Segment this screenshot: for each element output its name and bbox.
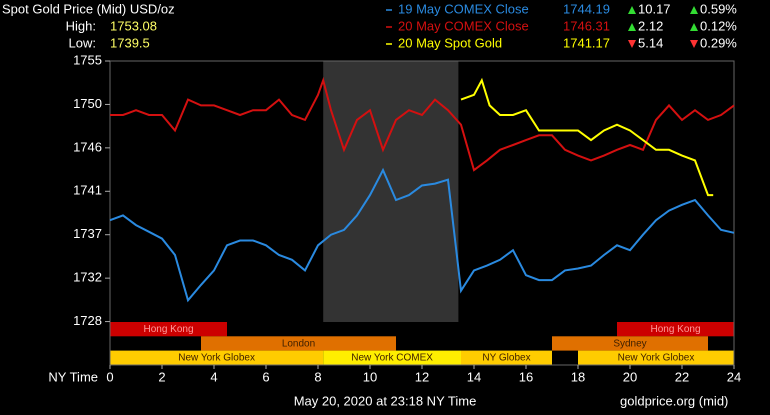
session-band [552,336,708,351]
change-arrow [628,40,636,48]
x-tick-label: 16 [519,369,533,384]
session-label: London [282,338,315,349]
session-label: New York COMEX [351,353,433,364]
legend-name: 20 May Spot Gold [398,35,502,50]
change-arrow [690,23,698,31]
session-label: Hong Kong [143,324,193,335]
legend-change: 10.17 [638,1,671,16]
x-tick-label: 24 [727,369,741,384]
session-band [323,350,461,365]
legend-change: 5.14 [638,35,663,50]
low-label: Low: [69,35,96,50]
x-tick-label: 20 [623,369,637,384]
high-value: 1753.08 [110,18,157,33]
y-tick-label: 1732 [73,270,102,285]
legend-change-pct: 0.59% [700,1,737,16]
x-tick-label: 14 [467,369,481,384]
session-label: New York Globex [618,353,695,364]
y-tick-label: 1750 [73,96,102,111]
chart-title: Spot Gold Price (Mid) USD/oz [2,1,175,16]
session-band [201,336,396,351]
session-label: NY Globex [482,353,530,364]
y-tick-label: 1741 [73,183,102,198]
legend-change-pct: 0.29% [700,35,737,50]
y-tick-label: 1746 [73,139,102,154]
x-tick-label: 0 [106,369,113,384]
low-value: 1739.5 [110,35,150,50]
legend-price: 1746.31 [563,18,610,33]
comex-shade [323,61,459,322]
legend-change: 2.12 [638,18,663,33]
session-label: New York Globex [178,353,255,364]
change-arrow [690,6,698,14]
y-tick-label: 1755 [73,52,102,67]
source: goldprice.org (mid) [620,393,728,408]
session-band [110,322,227,337]
session-band [110,350,324,365]
y-tick-label: 1728 [73,313,102,328]
price-line [109,167,735,303]
change-arrow [690,40,698,48]
session-band [578,350,734,365]
session-band [461,350,552,365]
x-tick-label: 22 [675,369,689,384]
x-axis-label: NY Time [48,369,98,384]
change-arrow [628,23,636,31]
price-line [110,76,735,172]
x-tick-label: 10 [363,369,377,384]
session-band [617,322,734,337]
legend-name: 19 May COMEX Close [398,1,529,16]
x-tick-label: 8 [314,369,321,384]
x-tick-label: 2 [158,369,165,384]
legend-name: 20 May COMEX Close [398,18,529,33]
x-tick-label: 4 [210,369,217,384]
high-label: High: [66,18,96,33]
legend-price: 1741.17 [563,35,610,50]
y-tick-label: 1737 [73,226,102,241]
price-line [460,77,714,197]
footer: May 20, 2020 at 23:18 NY Time [294,393,477,408]
session-label: Hong Kong [650,324,700,335]
x-tick-label: 18 [571,369,585,384]
x-tick-label: 6 [262,369,269,384]
change-arrow [628,6,636,14]
legend-change-pct: 0.12% [700,18,737,33]
session-label: Sydney [613,338,646,349]
legend-price: 1744.19 [563,1,610,16]
x-tick-label: 12 [415,369,429,384]
